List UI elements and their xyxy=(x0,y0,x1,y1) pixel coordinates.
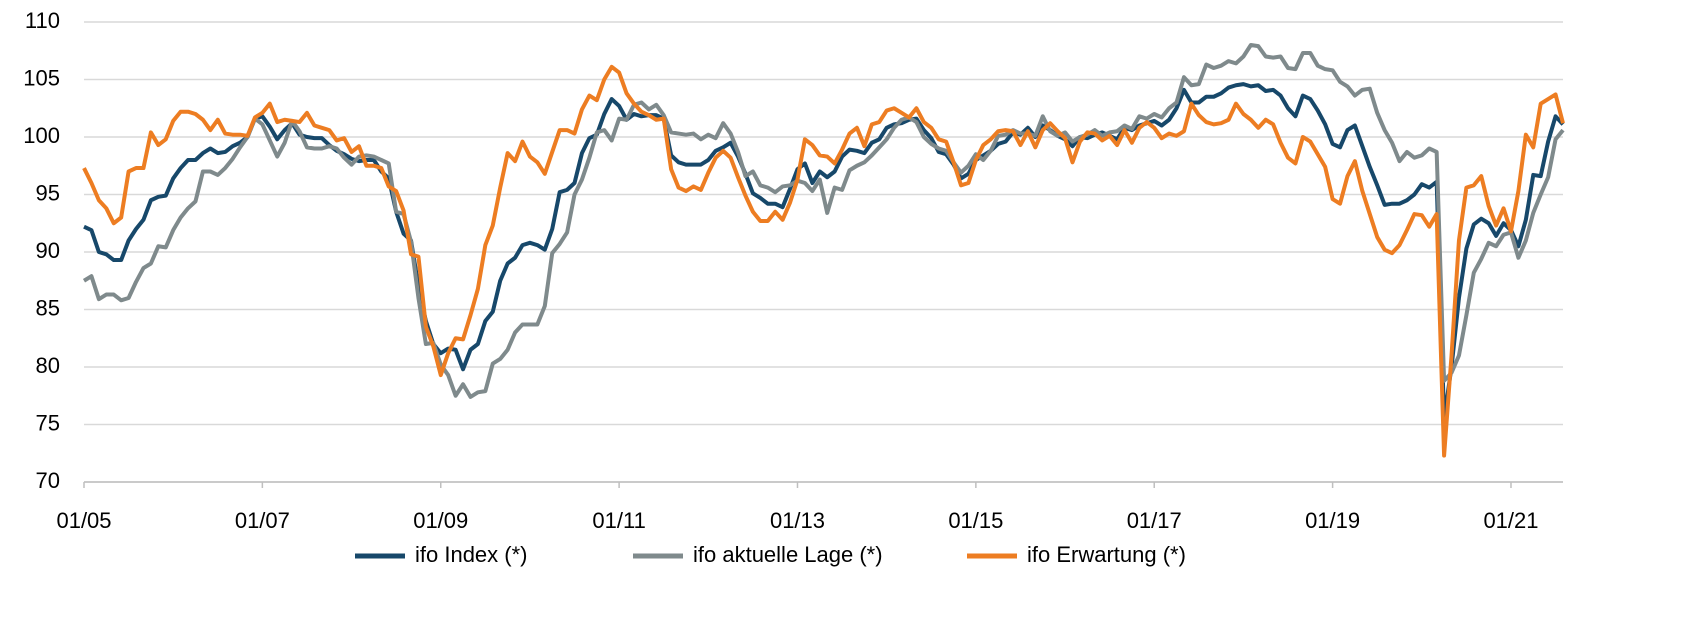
x-tick-label: 01/13 xyxy=(770,508,825,533)
legend-label: ifo aktuelle Lage (*) xyxy=(693,542,883,567)
series-line xyxy=(82,64,1565,458)
x-tick-label: 01/07 xyxy=(235,508,290,533)
y-tick-label: 90 xyxy=(36,238,60,263)
x-tick-label: 01/11 xyxy=(592,508,645,533)
y-tick-label: 110 xyxy=(25,8,60,33)
x-tick-label: 01/19 xyxy=(1305,508,1360,533)
y-tick-label: 75 xyxy=(36,410,60,435)
y-tick-label: 80 xyxy=(36,353,60,378)
y-tick-label: 100 xyxy=(23,123,60,148)
x-tick-label: 01/17 xyxy=(1127,508,1182,533)
legend-label: ifo Index (*) xyxy=(415,542,528,567)
y-tick-label: 70 xyxy=(36,468,60,493)
x-tick-label: 01/05 xyxy=(56,508,111,533)
x-tick-label: 01/21 xyxy=(1483,508,1538,533)
y-tick-label: 105 xyxy=(23,65,60,90)
legend-label: ifo Erwartung (*) xyxy=(1027,542,1186,567)
x-tick-label: 01/15 xyxy=(948,508,1003,533)
x-tick-label: 01/09 xyxy=(413,508,468,533)
y-tick-label: 85 xyxy=(36,295,60,320)
y-tick-label: 95 xyxy=(36,180,60,205)
series-line xyxy=(82,43,1565,399)
